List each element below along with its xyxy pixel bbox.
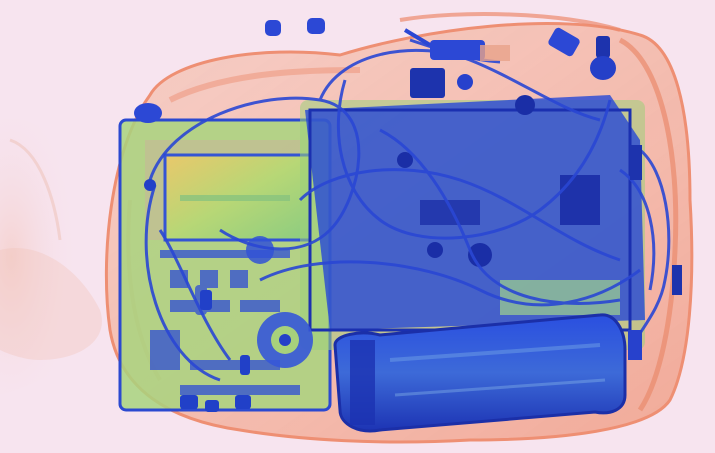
cooling-fan xyxy=(246,236,313,368)
bag-strap-haze xyxy=(0,119,114,395)
screen-panel xyxy=(163,153,312,242)
laptop-right-board xyxy=(300,95,645,350)
charger-adapter xyxy=(403,28,510,98)
cables xyxy=(144,38,671,382)
small-items-top-right xyxy=(548,27,682,360)
small-items-bottom-left xyxy=(144,179,251,412)
water-bottle xyxy=(333,313,627,433)
small-items-top-left xyxy=(134,18,325,123)
